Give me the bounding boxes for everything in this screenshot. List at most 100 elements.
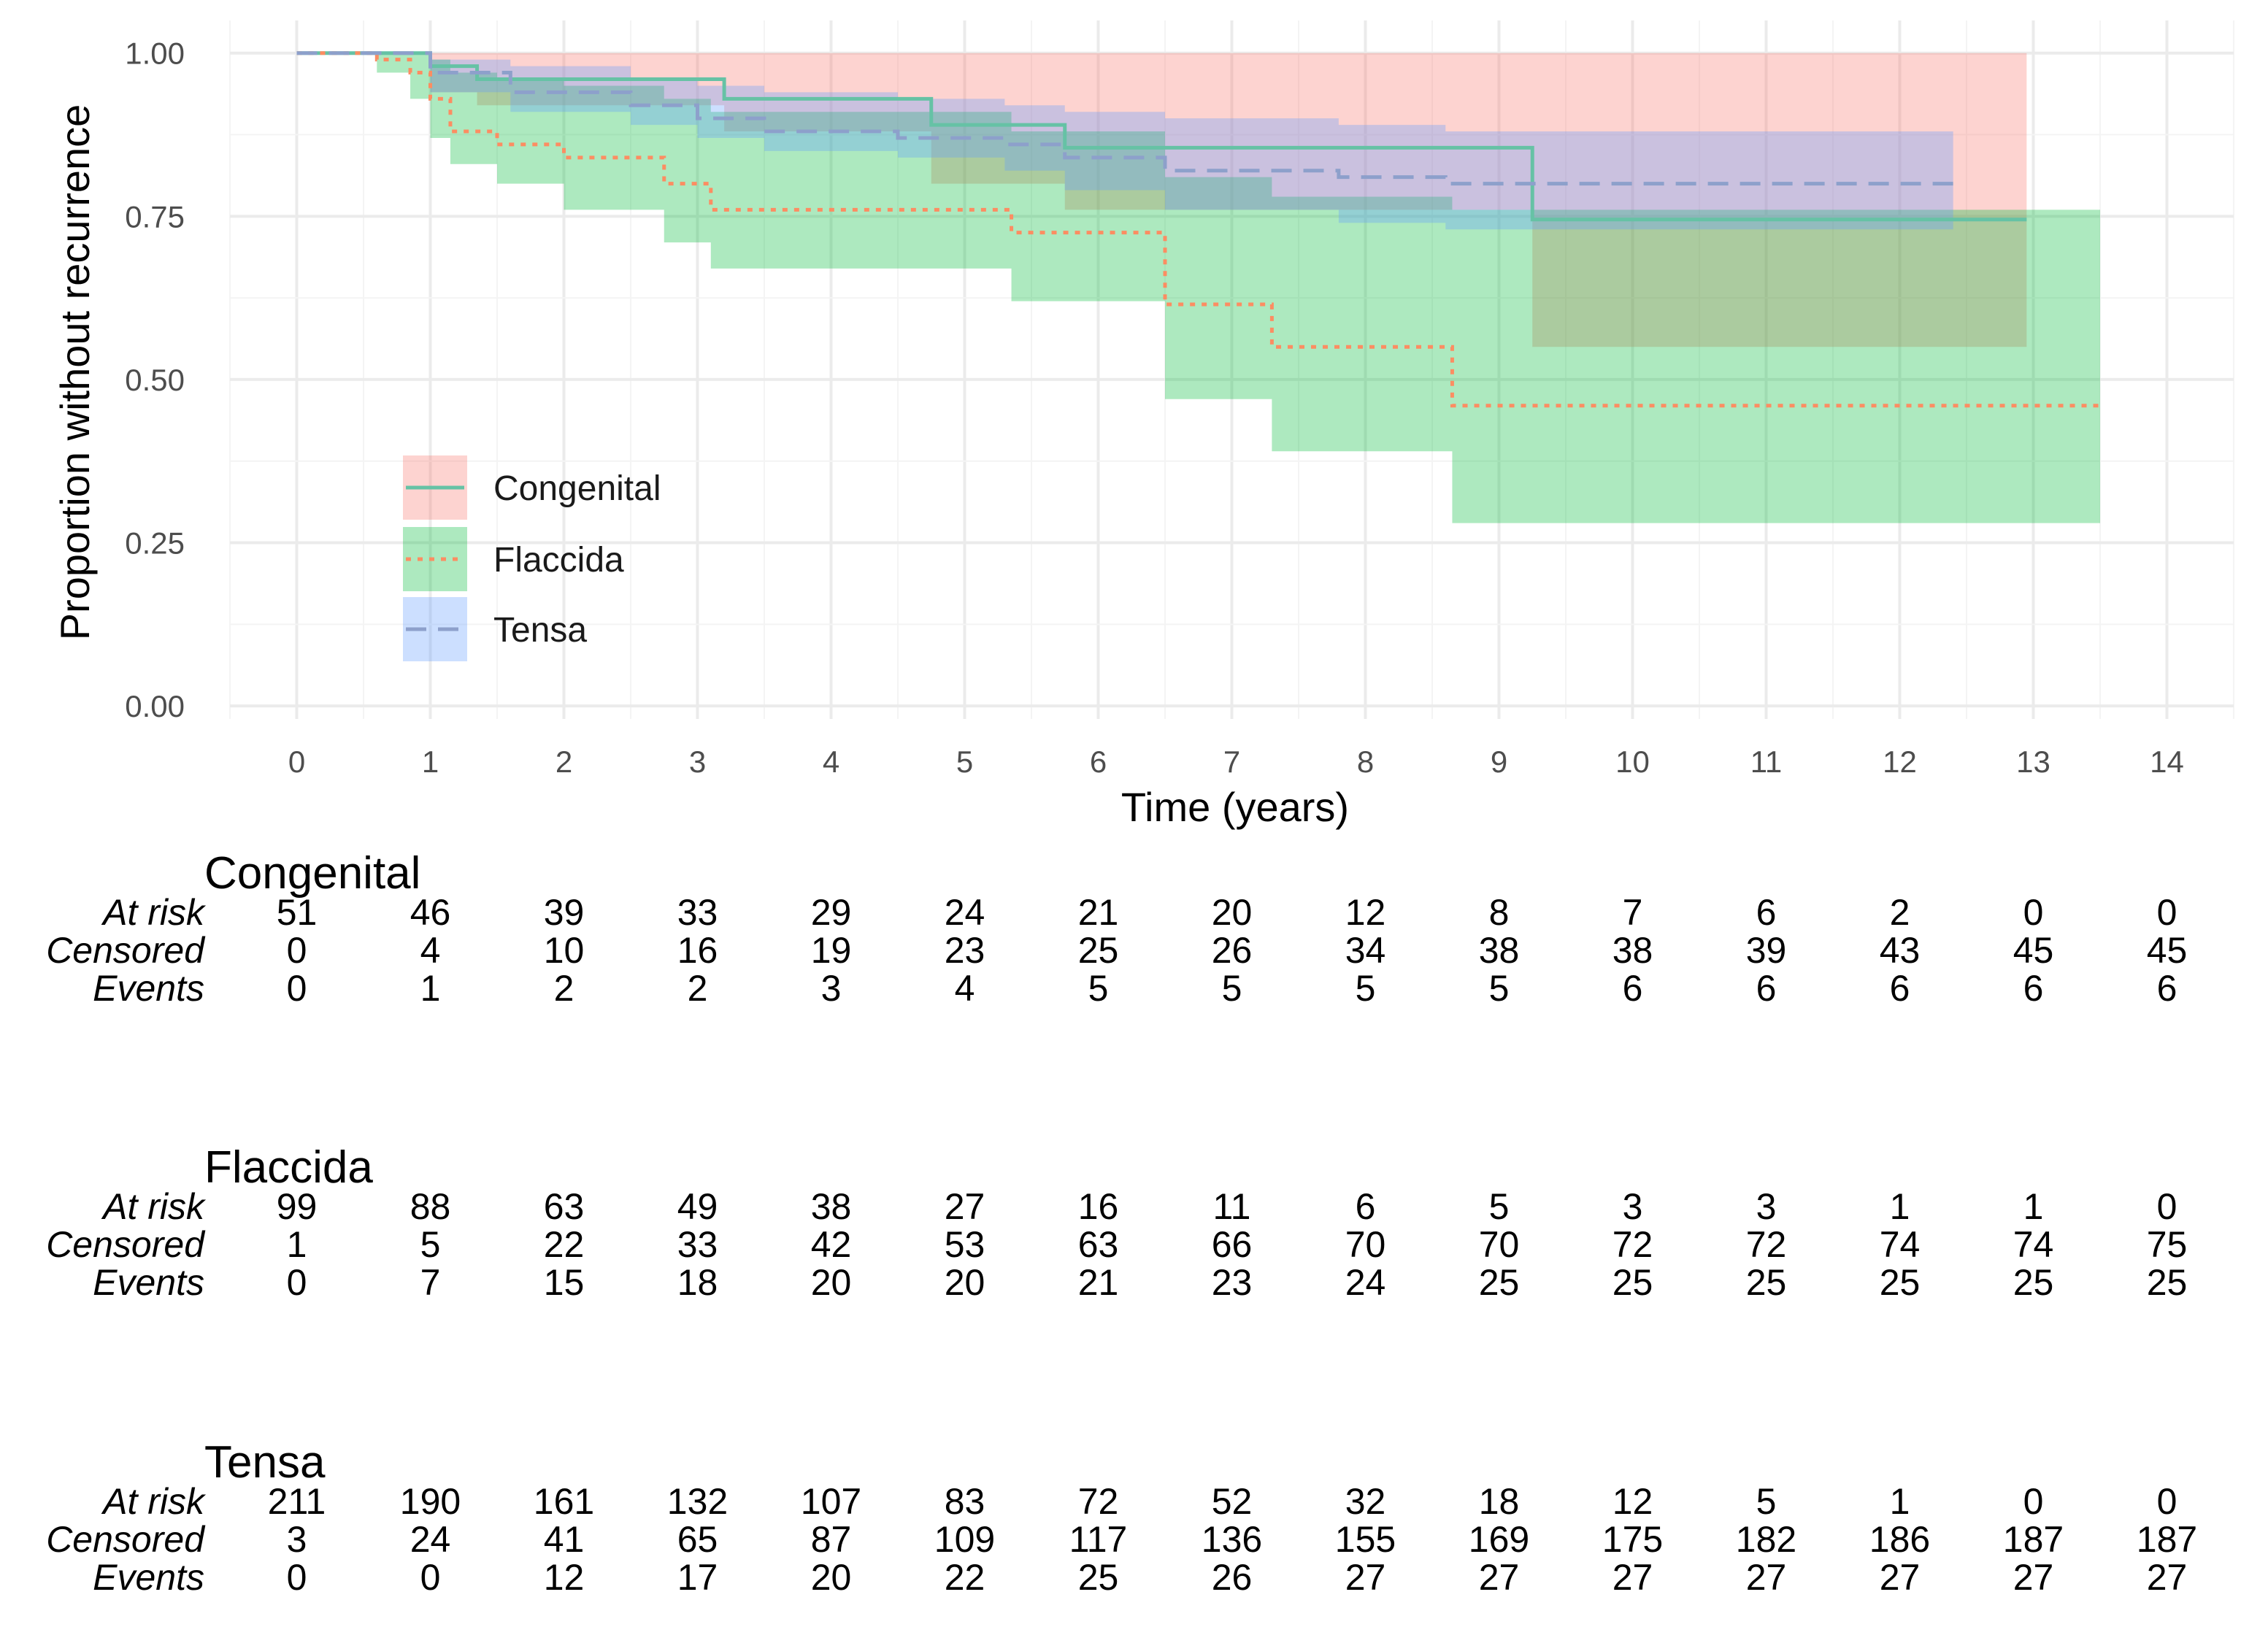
survival-curves [296, 51, 2100, 408]
risk-table-cell: 0 [2023, 892, 2044, 933]
risk-table-row-label: Events [93, 1262, 204, 1303]
ci-band-tensa [296, 53, 1953, 230]
risk-table-cell: 19 [811, 930, 852, 971]
risk-table-cell: 26 [1212, 1557, 1253, 1598]
y-tick-label: 1.00 [125, 36, 185, 71]
legend: Congenital Flaccida Tensa [403, 455, 661, 661]
risk-table-cell: 16 [1078, 1186, 1119, 1227]
x-tick-label: 5 [956, 745, 973, 779]
risk-table-cell: 45 [2147, 930, 2188, 971]
risk-table-cell: 21 [1078, 892, 1119, 933]
risk-table-row-label: At risk [101, 1186, 207, 1227]
risk-table-cell: 24 [945, 892, 985, 933]
risk-table-cell: 41 [544, 1519, 585, 1560]
risk-table-cell: 25 [2013, 1262, 2054, 1303]
risk-table-cell: 1 [1890, 1481, 1910, 1522]
risk-table-cell: 63 [1078, 1224, 1119, 1265]
risk-table-cell: 1 [1890, 1186, 1910, 1227]
risk-table-group-title: Flaccida [204, 1142, 373, 1193]
x-axis-title: Time (years) [1121, 784, 1349, 830]
y-axis-ticks: 0.00 0.25 0.50 0.75 1.00 [125, 36, 185, 723]
risk-table-cell: 38 [1612, 930, 1653, 971]
ci-band-flaccida [296, 53, 2100, 523]
risk-table-cell: 3 [1623, 1186, 1643, 1227]
risk-table-cell: 72 [1078, 1481, 1119, 1522]
risk-table-cell: 182 [1736, 1519, 1796, 1560]
risk-table-cell: 52 [1212, 1481, 1253, 1522]
risk-table-cell: 5 [1489, 1186, 1510, 1227]
risk-table-cell: 15 [544, 1262, 585, 1303]
risk-table-cell: 74 [1880, 1224, 1921, 1265]
x-tick-label: 9 [1491, 745, 1507, 779]
risk-table-cell: 34 [1345, 930, 1386, 971]
y-tick-label: 0.00 [125, 689, 185, 723]
risk-table-cell: 11 [1213, 1186, 1251, 1227]
risk-table-cell: 88 [410, 1186, 451, 1227]
risk-table-cell: 25 [1078, 930, 1119, 971]
risk-table-cell: 6 [1756, 968, 1777, 1009]
risk-table-cell: 5 [1222, 968, 1242, 1009]
risk-table-cell: 2 [688, 968, 708, 1009]
x-tick-label: 6 [1090, 745, 1107, 779]
ci-band-congenital [296, 53, 2027, 347]
risk-table-cell: 20 [811, 1262, 852, 1303]
risk-table-cell: 27 [1880, 1557, 1921, 1598]
risk-table-cell: 25 [1479, 1262, 1520, 1303]
y-tick-label: 0.50 [125, 363, 185, 397]
risk-table-cell: 33 [677, 892, 718, 933]
risk-table-cell: 16 [677, 930, 718, 971]
risk-table-cell: 87 [811, 1519, 852, 1560]
risk-table-cell: 0 [287, 1262, 307, 1303]
x-tick-label: 14 [2150, 745, 2184, 779]
risk-table-cell: 66 [1212, 1224, 1253, 1265]
risk-table-cell: 18 [677, 1262, 718, 1303]
risk-table-cell: 18 [1479, 1481, 1520, 1522]
risk-table-cell: 5 [420, 1224, 441, 1265]
risk-table-cell: 186 [1869, 1519, 1930, 1560]
risk-table-cell: 17 [677, 1557, 718, 1598]
risk-table-cell: 5 [1489, 968, 1510, 1009]
risk-table-cell: 70 [1479, 1224, 1520, 1265]
x-tick-label: 12 [1883, 745, 1917, 779]
risk-table-cell: 136 [1202, 1519, 1262, 1560]
risk-table-group-title: Congenital [204, 848, 420, 899]
risk-table-cell: 20 [811, 1557, 852, 1598]
x-tick-label: 7 [1223, 745, 1240, 779]
survival-curve-flaccida [296, 51, 2100, 408]
risk-table-cell: 23 [1212, 1262, 1253, 1303]
risk-table-cell: 6 [2023, 968, 2044, 1009]
risk-table-cell: 25 [1880, 1262, 1921, 1303]
risk-table-cell: 33 [677, 1224, 718, 1265]
risk-table-cell: 24 [410, 1519, 451, 1560]
x-tick-label: 4 [823, 745, 839, 779]
risk-table-cell: 27 [1479, 1557, 1520, 1598]
risk-table-cell: 6 [1356, 1186, 1376, 1227]
risk-table-row-label: Censored [46, 930, 206, 971]
risk-table-cell: 155 [1335, 1519, 1396, 1560]
risk-table-cell: 51 [277, 892, 318, 933]
risk-table-cell: 38 [811, 1186, 852, 1227]
risk-table-cell: 27 [1345, 1557, 1386, 1598]
survival-curve-congenital [296, 51, 2027, 222]
risk-table-cell: 83 [945, 1481, 985, 1522]
risk-table-cell: 10 [544, 930, 585, 971]
risk-table-row-label: Censored [46, 1519, 206, 1560]
risk-table-cell: 2 [1890, 892, 1910, 933]
risk-table-cell: 211 [268, 1481, 326, 1522]
risk-table-cell: 12 [1612, 1481, 1653, 1522]
risk-table-cell: 190 [400, 1481, 461, 1522]
risk-table-cell: 5 [1756, 1481, 1777, 1522]
risk-table-cell: 29 [811, 892, 852, 933]
risk-table-cell: 0 [420, 1557, 441, 1598]
risk-table-cell: 161 [534, 1481, 594, 1522]
risk-table-cell: 7 [1623, 892, 1643, 933]
risk-table-cell: 42 [811, 1224, 852, 1265]
survival-curve-tensa [296, 51, 1953, 186]
x-tick-label: 2 [556, 745, 572, 779]
legend-label-flaccida: Flaccida [493, 541, 624, 580]
risk-table-cell: 187 [2003, 1519, 2064, 1560]
risk-table-cell: 39 [544, 892, 585, 933]
risk-table-cell: 20 [945, 1262, 985, 1303]
